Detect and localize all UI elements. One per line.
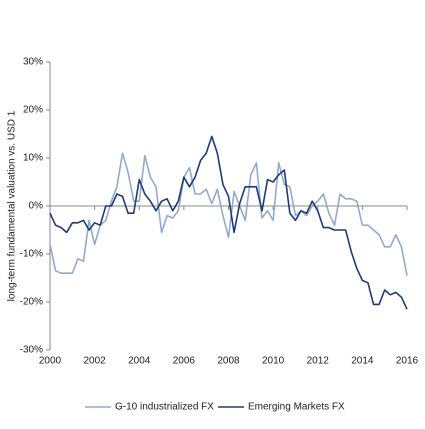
x-tick-label: 2012 <box>307 356 330 367</box>
x-tick-label: 2010 <box>262 356 285 367</box>
y-tick-label: 10% <box>23 153 43 164</box>
series-line <box>49 135 408 310</box>
y-tick-label: 0% <box>29 201 44 212</box>
legend-label: Emerging Markets FX <box>248 402 345 413</box>
x-tick-label: 2008 <box>217 356 240 367</box>
series-line <box>49 152 408 276</box>
y-tick-label: -10% <box>20 249 43 260</box>
x-tick-label: 2000 <box>39 356 62 367</box>
x-tick-label: 2016 <box>396 356 419 367</box>
legend-label: G-10 industrialized FX <box>115 402 214 413</box>
x-tick-label: 2006 <box>173 356 196 367</box>
x-tick-label: 2002 <box>84 356 107 367</box>
y-tick-label: 30% <box>23 57 43 68</box>
y-tick-label: -30% <box>20 345 43 356</box>
x-tick-label: 2004 <box>128 356 151 367</box>
y-tick-label: -20% <box>20 297 43 308</box>
y-tick-label: 20% <box>23 105 43 116</box>
x-tick-label: 2014 <box>351 356 374 367</box>
y-axis-label: long-term fundamental valuation vs. USD … <box>7 110 18 301</box>
